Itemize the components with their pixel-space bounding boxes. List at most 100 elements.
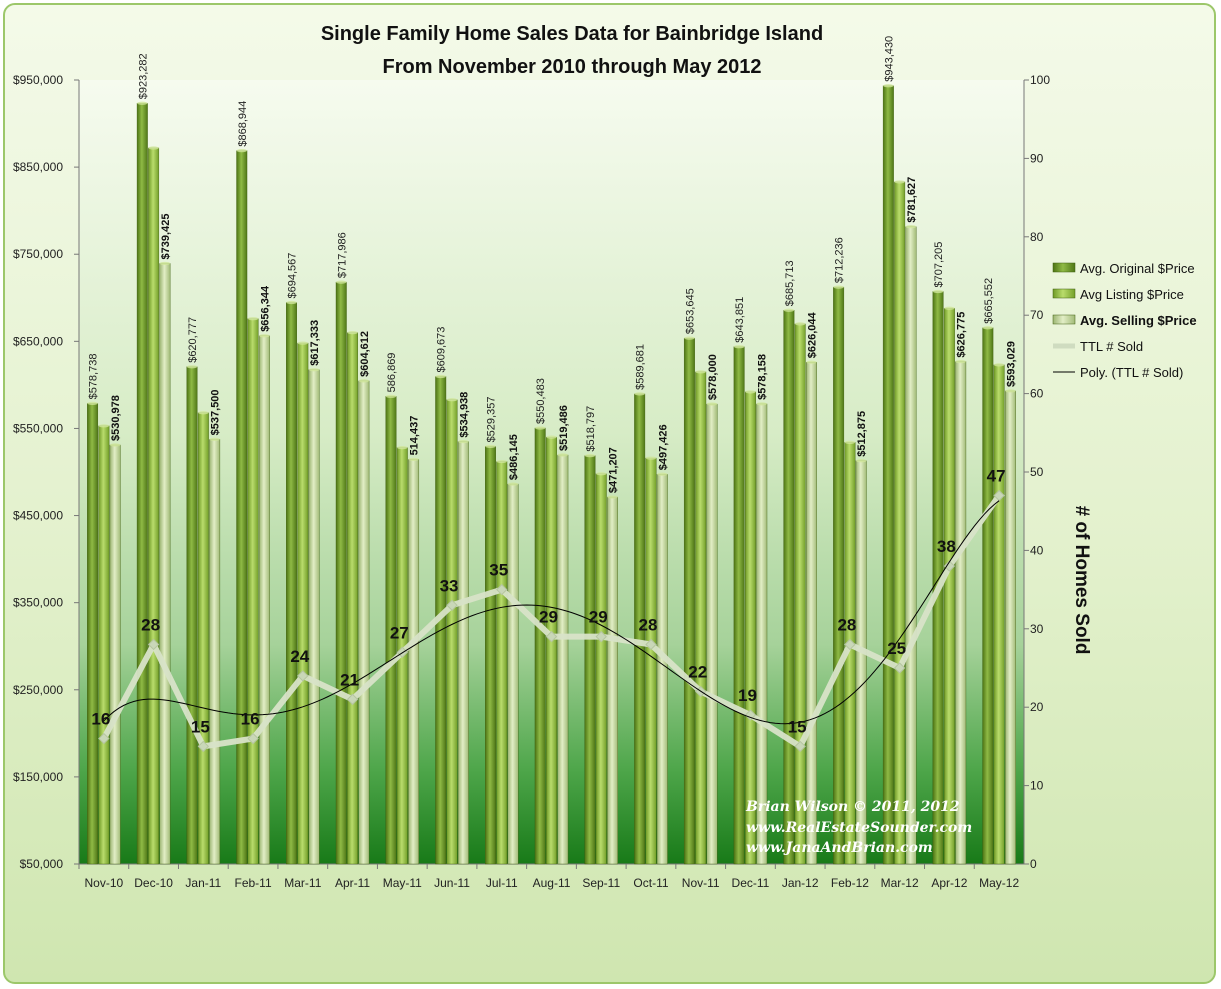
selling-price-label: $519,486 xyxy=(558,405,570,451)
original-price-bar-cap xyxy=(435,374,446,379)
ttl-sold-label: 19 xyxy=(738,686,757,705)
original-price-bar-cap xyxy=(137,101,148,105)
selling-price-bar-cap xyxy=(955,359,966,364)
selling-price-bar-cap xyxy=(458,439,469,444)
right-axis-tick-label: 30 xyxy=(1030,622,1044,636)
original-price-bar-cap xyxy=(684,336,695,340)
ttl-sold-marker xyxy=(446,599,458,611)
listing-price-bar xyxy=(595,473,607,865)
x-axis-tick-label: Mar-11 xyxy=(284,876,321,890)
ttl-sold-label: 25 xyxy=(887,639,906,658)
right-axis-tick-label: 60 xyxy=(1030,387,1044,401)
x-axis-tick-label: May-12 xyxy=(979,876,1019,890)
listing-price-bar xyxy=(98,425,110,865)
selling-price-bar-cap xyxy=(408,457,419,462)
listing-price-bar-cap xyxy=(546,435,557,439)
original-price-bar xyxy=(186,366,198,865)
x-axis-tick-label: Mar-12 xyxy=(881,876,919,890)
ttl-sold-label: 15 xyxy=(788,717,807,736)
chart-title-line-2: From November 2010 through May 2012 xyxy=(382,56,761,78)
original-price-label: $609,673 xyxy=(436,327,448,373)
right-axis-title: # of Homes Sold xyxy=(1071,506,1092,655)
x-axis-tick-label: Jan-12 xyxy=(782,876,819,890)
selling-price-label: $626,775 xyxy=(956,312,968,358)
ttl-sold-marker xyxy=(993,489,1005,502)
selling-price-bar-cap xyxy=(706,402,718,406)
selling-price-bar-cap xyxy=(855,459,867,463)
listing-price-bar xyxy=(695,371,707,865)
original-price-bar-cap xyxy=(634,392,645,396)
original-price-bar-cap xyxy=(783,308,795,312)
original-price-bar-cap xyxy=(534,426,546,430)
listing-price-bar xyxy=(446,399,458,865)
original-price-bar-cap xyxy=(286,300,297,305)
ttl-sold-marker xyxy=(98,732,110,745)
selling-price-bar-cap xyxy=(1005,389,1016,393)
x-axis-tick-label: Apr-11 xyxy=(335,876,370,890)
x-axis-tick-label: Jun-11 xyxy=(434,876,470,890)
original-price-label: $712,236 xyxy=(834,237,846,283)
selling-price-bar-cap xyxy=(607,495,618,499)
selling-price-label: $604,612 xyxy=(359,331,371,377)
ttl-sold-marker xyxy=(147,638,160,651)
count-data-labels: 16 28 15 16 24 21 27 33 35 29 29 28 22 19 15 28 25 38 47 xyxy=(91,467,1005,737)
ttl-sold-label: 16 xyxy=(241,710,260,729)
original-price-bar xyxy=(733,346,745,865)
listing-price-bar-cap xyxy=(844,440,856,444)
left-axis-tick-label: $650,000 xyxy=(13,334,63,348)
listing-price-bar-cap xyxy=(347,331,358,335)
original-price-bar-cap xyxy=(833,285,844,289)
ttl-sold-marker xyxy=(346,693,359,706)
listing-price-bar xyxy=(645,457,657,865)
ttl-sold-marker xyxy=(595,630,607,643)
ttl-sold-marker xyxy=(794,740,806,753)
listing-price-bar-cap xyxy=(595,472,607,476)
legend-original-price-swatch xyxy=(1052,262,1076,273)
selling-price-label: $593,029 xyxy=(1005,341,1017,387)
original-price-bar-cap xyxy=(186,365,198,369)
left-axis-tick-label: $250,000 xyxy=(13,683,63,697)
ttl-sold-marker xyxy=(844,638,856,651)
right-axis-tick-label: 40 xyxy=(1030,543,1044,557)
selling-price-bar-cap xyxy=(358,379,370,383)
ttl-sold-marker xyxy=(247,732,259,745)
selling-price-label: $512,875 xyxy=(856,411,868,457)
left-axis-tick-label: $550,000 xyxy=(13,421,63,435)
x-axis-tick-label: Dec-11 xyxy=(732,876,770,890)
left-axis-tick-label: $750,000 xyxy=(13,247,63,261)
original-price-label: $717,986 xyxy=(336,232,348,278)
listing-price-bar-cap xyxy=(198,411,209,415)
selling-price-bar xyxy=(308,369,320,865)
selling-price-bar xyxy=(607,496,618,865)
original-price-label: $643,851 xyxy=(734,297,746,343)
listing-price-bar xyxy=(297,342,309,865)
legend-listing-price-label: Avg Listing $Price xyxy=(1080,287,1184,302)
original-price-bar-cap xyxy=(87,401,98,406)
right-axis-tick-label: 80 xyxy=(1030,230,1044,244)
original-price-bar-cap xyxy=(236,149,248,153)
selling-price-bar xyxy=(159,263,171,865)
selling-price-bar xyxy=(507,483,519,865)
selling-price-label: 514,437 xyxy=(409,416,421,456)
selling-price-bar xyxy=(905,226,917,865)
ttl-sold-label: 15 xyxy=(191,717,210,736)
ttl-sold-marker xyxy=(943,560,956,572)
original-price-label: $694,567 xyxy=(287,253,299,299)
listing-price-bar xyxy=(993,364,1005,865)
selling-price-bar xyxy=(955,361,967,865)
ttl-sold-marker xyxy=(645,638,657,651)
left-axis-tick-label: $150,000 xyxy=(13,770,63,784)
legend-poly-trendline-label: Poly. (TTL # Sold) xyxy=(1080,365,1183,380)
x-axis-tick-label: Jan-11 xyxy=(185,876,221,890)
x-axis-tick-label: Aug-11 xyxy=(533,876,571,890)
ttl-sold-label: 28 xyxy=(837,615,856,634)
right-axis-tick-label: 90 xyxy=(1030,151,1044,165)
original-price-bar-cap xyxy=(336,280,347,284)
legend-selling-price-swatch xyxy=(1052,314,1076,325)
legend-original-price-label: Avg. Original $Price xyxy=(1080,261,1195,276)
ttl-sold-label: 29 xyxy=(539,608,558,627)
left-axis-tick-label: $450,000 xyxy=(13,509,63,523)
original-price-bar xyxy=(87,403,99,865)
left-axis-tick-label: $850,000 xyxy=(13,160,63,174)
original-price-bar-cap xyxy=(485,444,496,449)
